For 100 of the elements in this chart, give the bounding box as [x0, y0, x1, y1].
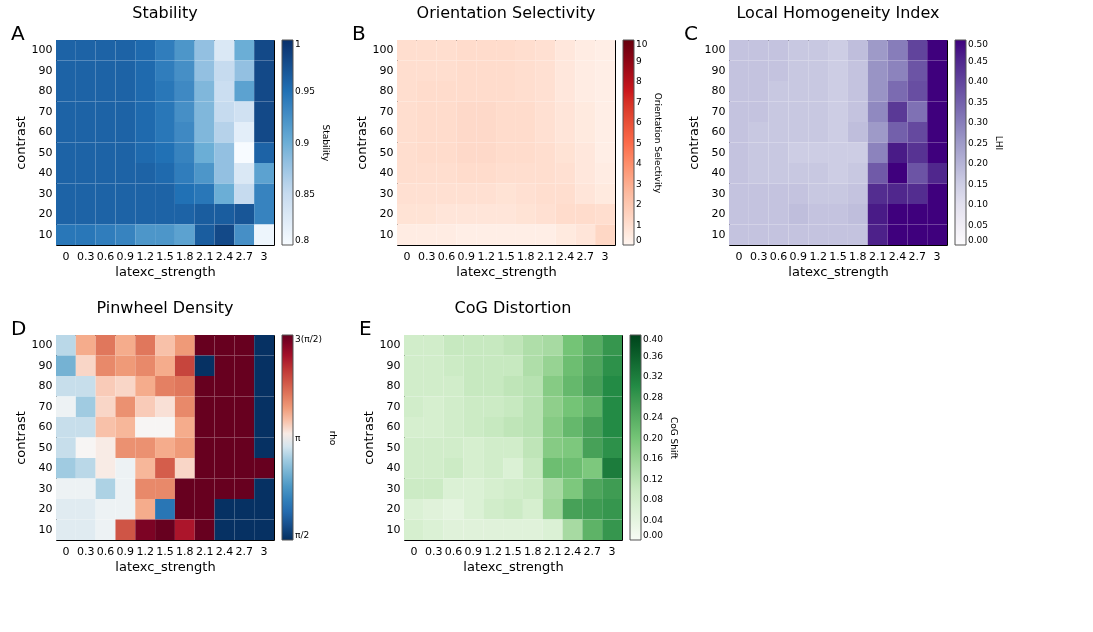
- y-tick-label: 80: [379, 84, 394, 98]
- color-bar-label: 0.20: [968, 158, 989, 168]
- x-tick-label: 2.1: [195, 249, 214, 263]
- x-tick-label: 1.5: [497, 249, 515, 263]
- x-tick-label: 1.5: [504, 544, 522, 558]
- color-bar-label: 0.10: [968, 199, 989, 209]
- x-tick-label: 1.8: [849, 249, 867, 263]
- y-axis-title: contrast: [12, 411, 28, 465]
- x-tick-label: 0.9: [789, 249, 808, 263]
- y-axis-title: contrast: [353, 116, 369, 170]
- chart-title: CoG Distortion: [454, 298, 572, 317]
- x-tick-label: 1.5: [829, 249, 847, 263]
- color-bar-label: 0.50: [968, 39, 989, 49]
- y-tick-label: 10: [38, 227, 53, 241]
- color-bar-label: 0.28: [643, 391, 664, 402]
- x-tick-label: 3: [260, 249, 268, 263]
- color-bar-label: 0.16: [643, 453, 664, 463]
- x-tick-label: 2.4: [215, 544, 234, 558]
- x-tick-label: 2.4: [888, 249, 907, 263]
- y-axis-title: contrast: [685, 116, 701, 170]
- y-tick-label: 20: [38, 502, 53, 516]
- y-tick-label: 70: [38, 399, 53, 413]
- y-tick-label: 30: [379, 186, 394, 200]
- x-tick-label: 1.5: [156, 544, 174, 558]
- color-bar-label: 0.95: [295, 86, 316, 97]
- color-bar-title: CoG Shift: [669, 416, 679, 460]
- y-tick-label: 20: [386, 502, 401, 516]
- y-tick-label: 100: [379, 338, 401, 352]
- x-tick-label: 2.1: [536, 249, 555, 263]
- y-tick-label: 30: [386, 481, 401, 495]
- y-tick-label: 90: [38, 63, 53, 77]
- color-bar-label: 7: [636, 96, 642, 107]
- y-tick-label: 10: [386, 522, 401, 536]
- color-bar-label: 0.15: [968, 178, 989, 189]
- chart-title: Local Homogeneity Index: [736, 3, 940, 22]
- y-tick-label: 80: [711, 84, 726, 98]
- x-tick-label: 3: [608, 544, 616, 558]
- y-tick-label: 20: [38, 207, 53, 221]
- y-tick-label: 30: [38, 186, 53, 200]
- color-bar-label: 0.25: [968, 137, 989, 148]
- color-bar-label: π/2: [295, 530, 310, 540]
- color-bar-label: 2: [636, 199, 642, 209]
- x-tick-label: 1.5: [156, 249, 174, 263]
- y-tick-label: 40: [386, 461, 401, 475]
- y-axis-title: contrast: [12, 116, 28, 170]
- color-bar-label: 0.36: [643, 350, 664, 361]
- text: E: [359, 316, 372, 340]
- x-tick-label: 3: [260, 544, 268, 558]
- y-tick-label: 80: [38, 84, 53, 98]
- x-tick-label: 0: [410, 544, 418, 558]
- color-bar-label: 0.24: [643, 412, 664, 422]
- y-tick-label: 70: [386, 399, 401, 413]
- y-tick-label: 40: [379, 166, 394, 180]
- color-bar-label: 0.9: [295, 137, 310, 148]
- x-tick-label: 1.2: [484, 544, 502, 558]
- x-tick-label: 2.7: [235, 249, 254, 263]
- color-bar-label: 0.30: [968, 117, 989, 127]
- x-tick-label: 0: [735, 249, 743, 263]
- chart-title: Pinwheel Density: [96, 298, 234, 317]
- x-tick-label: 0.9: [457, 249, 476, 263]
- y-tick-label: 60: [38, 420, 53, 434]
- color-bar-label: 1: [295, 39, 301, 49]
- text: B: [352, 21, 366, 45]
- x-tick-label: 0.9: [116, 544, 135, 558]
- x-tick-label: 0.9: [464, 544, 483, 558]
- color-bar-label: 9: [636, 55, 642, 66]
- y-tick-label: 70: [379, 104, 394, 118]
- color-bar-label: 1: [636, 219, 642, 230]
- x-tick-label: 0.9: [116, 249, 135, 263]
- color-bar-title: Stability: [321, 124, 331, 163]
- y-tick-label: 60: [386, 420, 401, 434]
- y-tick-label: 50: [38, 145, 53, 159]
- x-axis-title: latexc_strength: [463, 558, 564, 574]
- color-bar-label: 0.35: [968, 96, 989, 107]
- color-bar-label: 0.20: [643, 432, 664, 443]
- y-tick-label: 70: [38, 104, 53, 118]
- chart-title: Stability: [132, 3, 198, 22]
- y-tick-label: 20: [379, 207, 394, 221]
- color-bar-label: π: [295, 432, 301, 443]
- x-tick-label: 2.1: [195, 544, 214, 558]
- x-tick-label: 2.4: [215, 249, 234, 263]
- color-bar-title: Orientation Selectivity: [653, 92, 663, 194]
- x-tick-label: 1.8: [517, 249, 535, 263]
- text: D: [11, 316, 27, 340]
- y-tick-label: 90: [38, 358, 53, 372]
- x-tick-label: 2.7: [908, 249, 927, 263]
- y-tick-label: 50: [386, 440, 401, 454]
- x-tick-label: 0.6: [96, 249, 115, 263]
- x-tick-label: 0.3: [76, 544, 95, 558]
- x-tick-label: 0.3: [417, 249, 436, 263]
- x-tick-label: 2.1: [868, 249, 887, 263]
- x-tick-label: 0: [62, 249, 70, 263]
- color-bar-label: 3: [636, 178, 642, 189]
- y-tick-label: 70: [711, 104, 726, 118]
- x-tick-label: 1.8: [524, 544, 542, 558]
- text: C: [684, 21, 698, 45]
- color-bar-title: LHI: [994, 135, 1004, 151]
- y-tick-label: 60: [711, 125, 726, 139]
- x-tick-label: 1.2: [136, 249, 154, 263]
- x-tick-label: 1.8: [176, 249, 194, 263]
